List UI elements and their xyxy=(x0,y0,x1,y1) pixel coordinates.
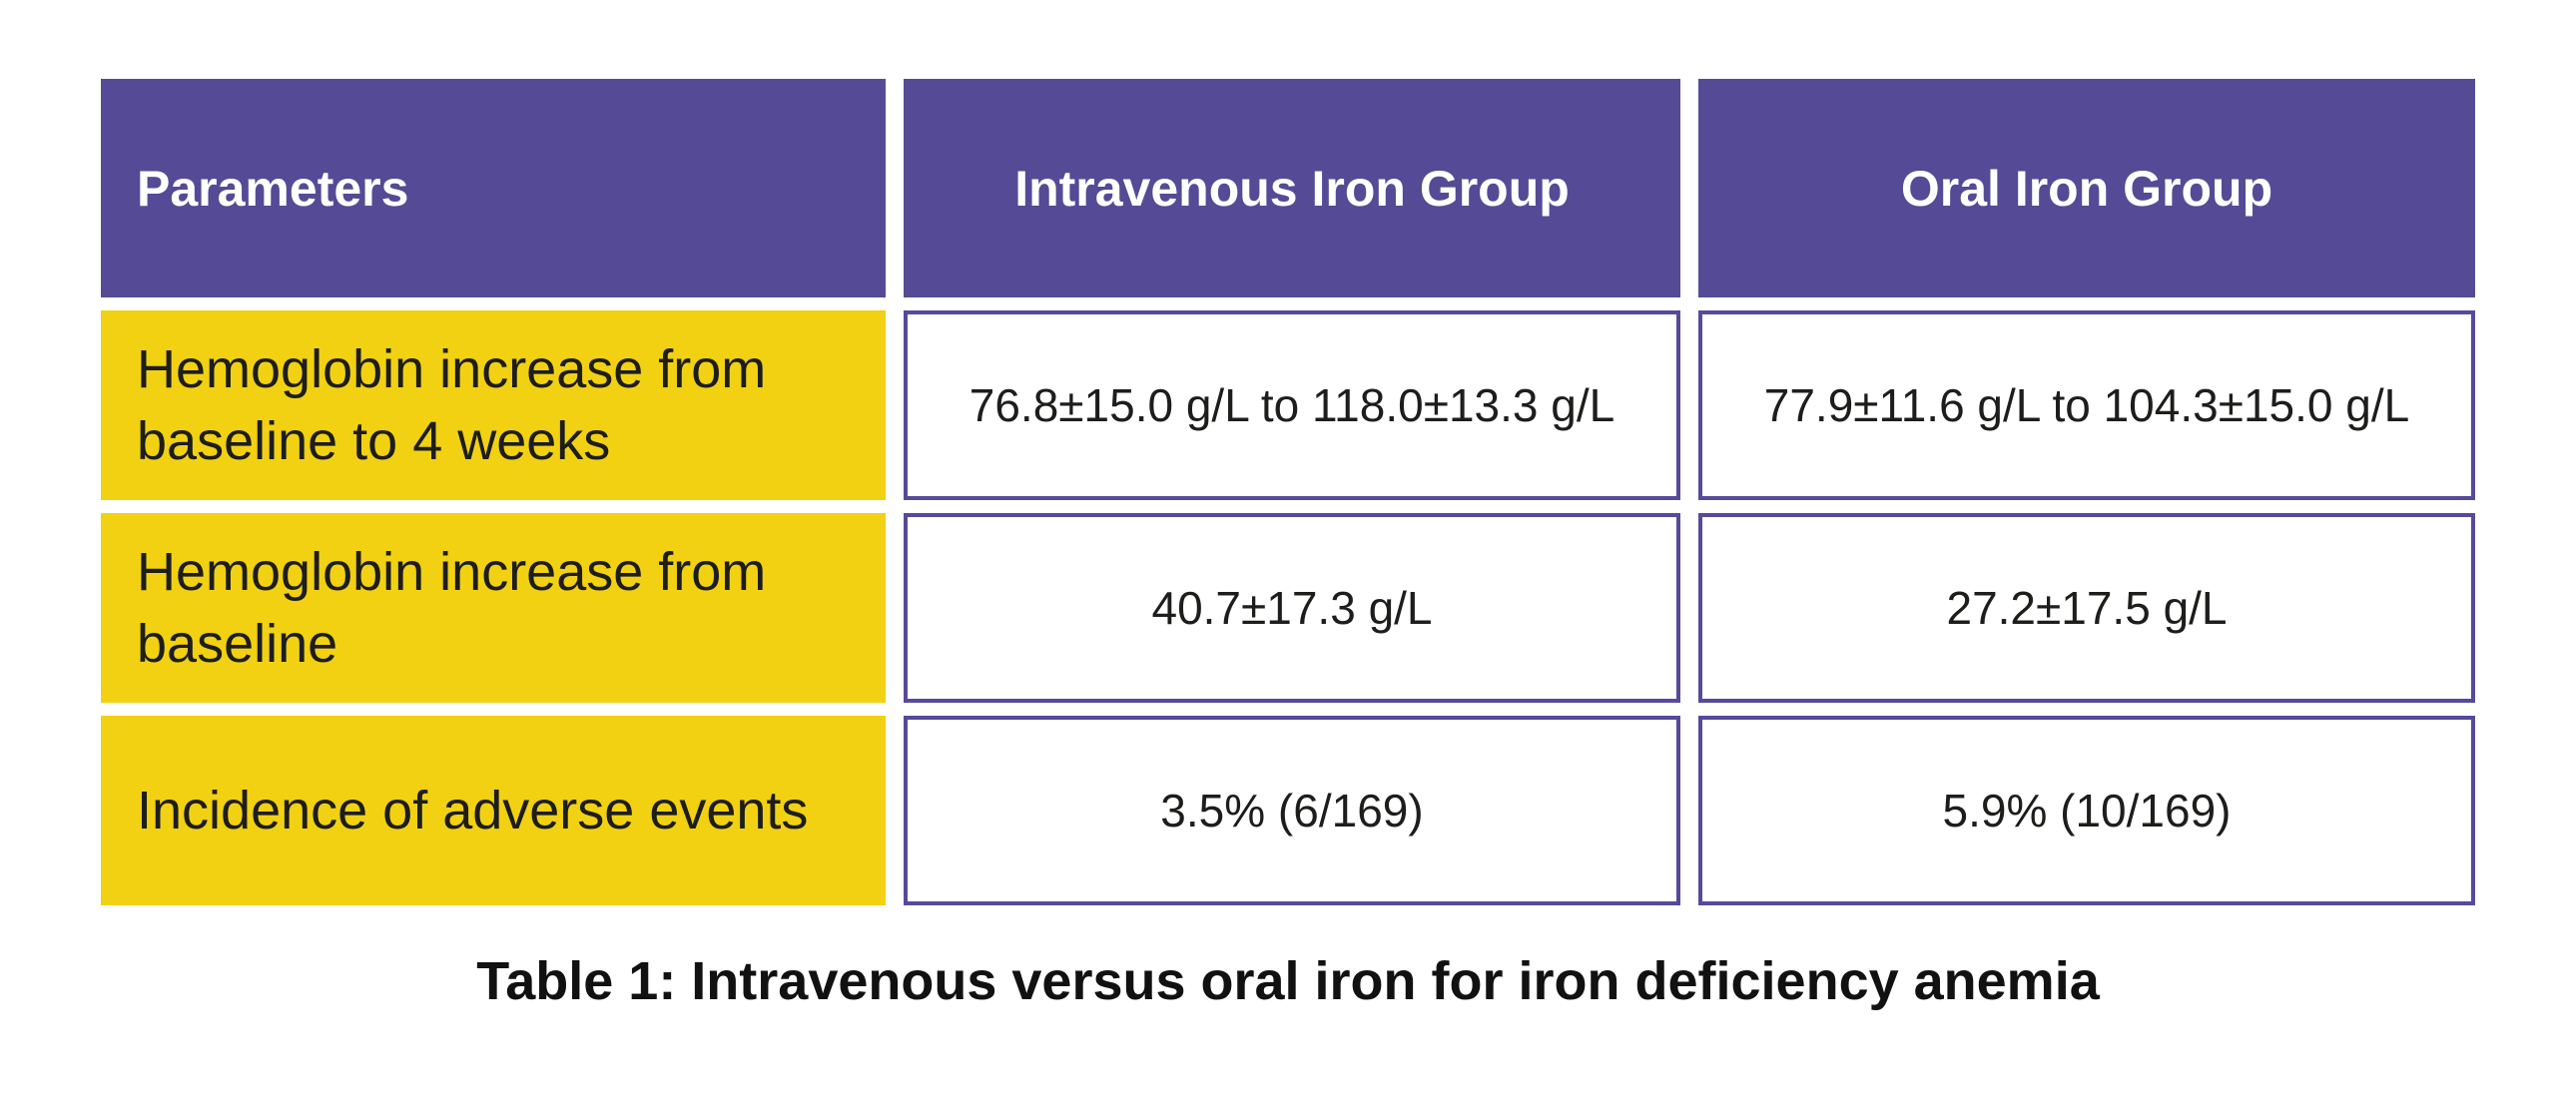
cell-value: 3.5% (6/169) xyxy=(1160,785,1424,837)
row-label-hemoglobin-4-weeks: Hemoglobin increase from baseline to 4 w… xyxy=(101,310,886,500)
cell-value: 27.2±17.5 g/L xyxy=(1946,582,2228,634)
header-label: Intravenous Iron Group xyxy=(1014,160,1570,217)
table-cell-oral-hemoglobin-baseline: 27.2±17.5 g/L xyxy=(1698,513,2475,703)
header-cell-oral-iron-group: Oral Iron Group xyxy=(1698,79,2475,297)
row-label-text: Hemoglobin increase from baseline xyxy=(137,542,767,674)
cell-value: 40.7±17.3 g/L xyxy=(1151,582,1433,634)
table-cell-oral-hemoglobin-4-weeks: 77.9±11.6 g/L to 104.3±15.0 g/L xyxy=(1698,310,2475,500)
header-label: Oral Iron Group xyxy=(1900,160,2273,217)
row-label-hemoglobin-baseline: Hemoglobin increase from baseline xyxy=(101,513,886,703)
table-cell-iv-hemoglobin-4-weeks: 76.8±15.0 g/L to 118.0±13.3 g/L xyxy=(904,310,1680,500)
cell-value: 76.8±15.0 g/L to 118.0±13.3 g/L xyxy=(968,379,1615,431)
header-cell-parameters: Parameters xyxy=(101,79,886,297)
table-caption: Table 1: Intravenous versus oral iron fo… xyxy=(476,951,2100,1011)
header-cell-intravenous-iron-group: Intravenous Iron Group xyxy=(904,79,1680,297)
cell-value: 5.9% (10/169) xyxy=(1942,785,2232,837)
table-cell-iv-hemoglobin-baseline: 40.7±17.3 g/L xyxy=(904,513,1680,703)
row-label-text: Hemoglobin increase from baseline to 4 w… xyxy=(137,339,767,471)
row-label-adverse-events: Incidence of adverse events xyxy=(101,716,886,905)
header-label: Parameters xyxy=(137,160,409,217)
table-cell-iv-adverse-events: 3.5% (6/169) xyxy=(904,716,1680,905)
comparison-table: Parameters Intravenous Iron Group Oral I… xyxy=(101,79,2475,905)
table-cell-oral-adverse-events: 5.9% (10/169) xyxy=(1698,716,2475,905)
cell-value: 77.9±11.6 g/L to 104.3±15.0 g/L xyxy=(1763,379,2410,431)
row-label-text: Incidence of adverse events xyxy=(137,781,809,840)
